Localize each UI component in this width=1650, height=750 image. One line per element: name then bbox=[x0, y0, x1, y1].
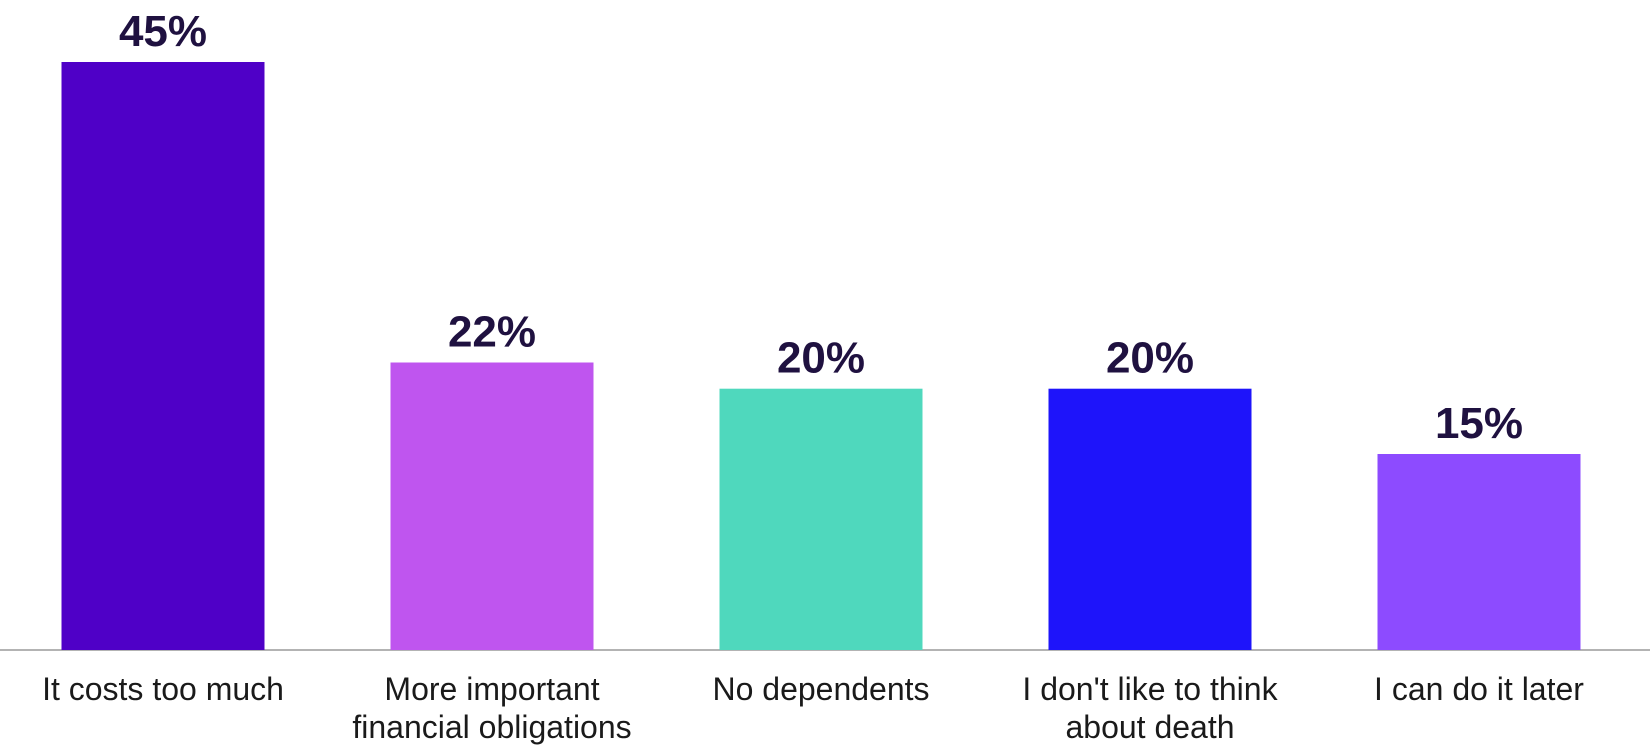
bar-1 bbox=[61, 62, 265, 650]
bar-4 bbox=[1048, 388, 1252, 650]
category-label-5: I can do it later bbox=[1374, 671, 1584, 707]
value-label-1: 45% bbox=[119, 7, 207, 56]
category-label-3: No dependents bbox=[712, 671, 930, 707]
value-label-3: 20% bbox=[777, 334, 865, 383]
value-label-2: 22% bbox=[448, 308, 536, 357]
bar-3 bbox=[719, 388, 923, 650]
value-label-4: 20% bbox=[1106, 334, 1194, 383]
category-label-2: More important financial obligations bbox=[352, 671, 632, 745]
category-label-4: I don't like to think about death bbox=[1022, 671, 1278, 745]
category-label-1: It costs too much bbox=[42, 671, 284, 707]
bar-5 bbox=[1377, 454, 1581, 650]
bars-group bbox=[61, 62, 1581, 650]
value-label-5: 15% bbox=[1435, 399, 1523, 448]
value-labels-group: 45% 22% 20% 20% 15% bbox=[119, 7, 1523, 448]
bar-2 bbox=[390, 362, 594, 650]
